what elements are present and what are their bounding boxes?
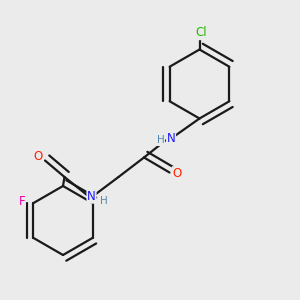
Text: H: H [157,135,164,146]
Text: O: O [172,167,182,180]
Text: N: N [167,131,176,145]
Text: H: H [100,196,107,206]
Text: N: N [87,190,96,203]
Text: O: O [33,150,42,164]
Text: F: F [18,195,25,208]
Text: Cl: Cl [195,26,207,40]
